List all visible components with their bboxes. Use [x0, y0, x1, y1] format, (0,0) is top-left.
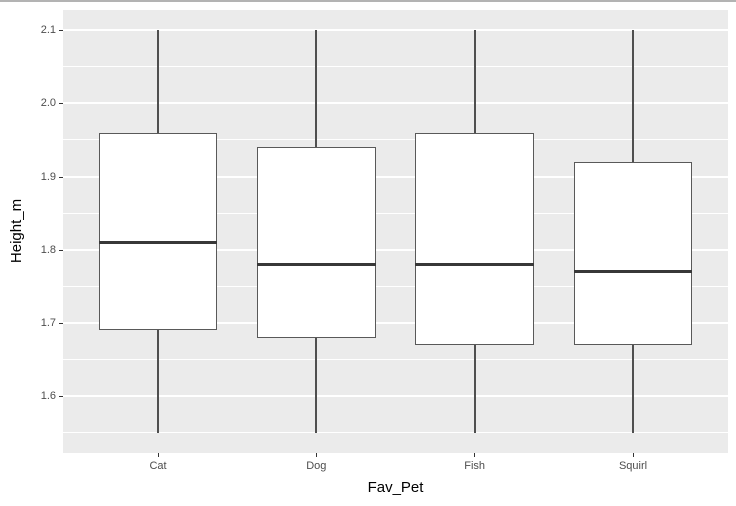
y-tick-mark	[59, 249, 63, 251]
whisker-lower-cat	[157, 330, 159, 433]
box-fish	[415, 132, 535, 345]
whisker-upper-dog	[315, 30, 318, 148]
x-tick-mark	[474, 453, 476, 457]
gridline-minor	[63, 359, 728, 361]
y-tick-label: 2.0	[40, 97, 56, 110]
gridline-major	[63, 248, 728, 251]
y-tick-label: 2.1	[40, 24, 56, 37]
y-tick-label: 1.9	[40, 170, 56, 183]
median-dog	[256, 262, 376, 266]
gridline-major	[63, 102, 728, 105]
x-tick-label-squirl: Squirl	[618, 460, 648, 472]
whisker-upper-cat	[157, 30, 159, 133]
x-tick-label-fish: Fish	[464, 460, 486, 472]
gridline-minor	[63, 212, 728, 214]
y-tick-mark	[59, 30, 63, 32]
gridline-minor	[63, 139, 728, 141]
plot-panel	[63, 10, 728, 453]
y-tick-label: 1.8	[40, 243, 56, 256]
x-tick-label-dog: Dog	[306, 460, 327, 472]
x-tick-mark	[315, 453, 317, 457]
y-tick-mark	[59, 103, 63, 105]
box-dog	[256, 147, 376, 338]
gridline-major	[63, 29, 728, 32]
median-fish	[415, 262, 535, 266]
window-top-border	[0, 0, 736, 2]
whisker-upper-fish	[473, 30, 476, 133]
x-axis-title: Fav_Pet	[367, 479, 424, 496]
y-tick-label: 1.7	[40, 317, 56, 330]
box-cat	[98, 132, 218, 331]
x-tick-label-cat: Cat	[149, 460, 167, 472]
box-squirl	[573, 161, 693, 345]
whisker-upper-squirl	[632, 30, 634, 162]
y-tick-mark	[59, 396, 63, 398]
gridline-minor	[63, 432, 728, 434]
gridline-major	[63, 322, 728, 325]
whisker-lower-fish	[473, 344, 476, 433]
y-tick-mark	[59, 323, 63, 325]
median-cat	[98, 240, 218, 244]
gridline-major	[63, 395, 728, 398]
median-squirl	[573, 270, 693, 274]
whisker-lower-squirl	[632, 344, 634, 433]
x-tick-mark	[157, 453, 159, 457]
y-tick-mark	[59, 176, 63, 178]
y-tick-label: 1.6	[40, 390, 56, 403]
gridline-major	[63, 175, 728, 178]
gridline-minor	[63, 285, 728, 287]
y-axis-title: Height_m	[8, 198, 25, 264]
gridline-minor	[63, 66, 728, 68]
whisker-lower-dog	[315, 337, 318, 433]
x-tick-mark	[632, 453, 634, 457]
